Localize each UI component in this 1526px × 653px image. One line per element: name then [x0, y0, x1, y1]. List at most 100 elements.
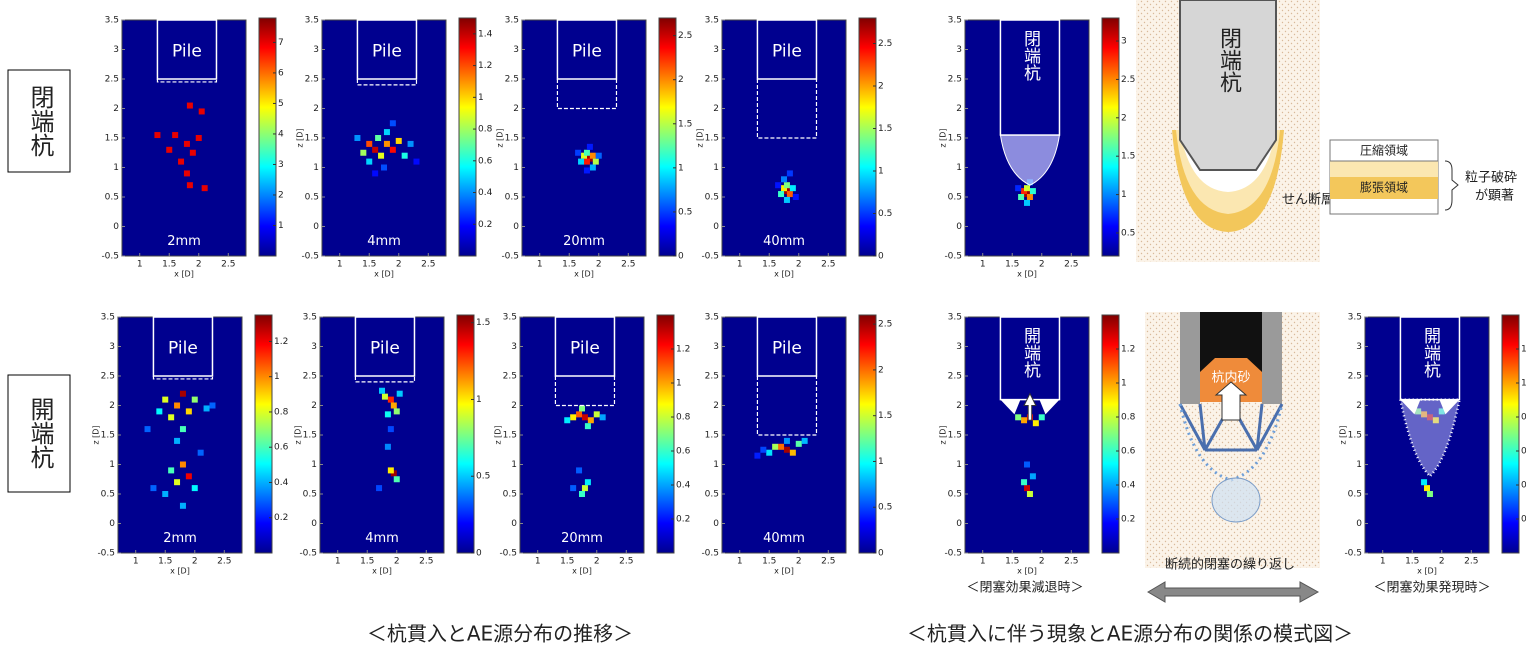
- y-tick-label: 2: [311, 401, 317, 411]
- pile-label: 閉端杭: [1216, 27, 1242, 93]
- ae-cell: [388, 426, 394, 432]
- ae-cell: [378, 153, 384, 159]
- ae-cell: [145, 426, 151, 432]
- y-axis-label: z [D]: [294, 425, 303, 444]
- caption: ＜杭貫入とAE源分布の推移＞: [367, 622, 633, 646]
- colorbar-tick-label: 0.6: [676, 447, 691, 457]
- colorbar-tick-label: 1.5: [1121, 152, 1135, 162]
- colorbar: [657, 315, 674, 553]
- ae-cell: [156, 408, 162, 414]
- ae-cell: [394, 476, 400, 482]
- x-tick-label: 2.5: [221, 260, 235, 270]
- panel: Pile4mm-0.500.511.522.533.511.522.5x [D]…: [296, 16, 493, 279]
- ae-cell: [391, 403, 397, 409]
- ae-cell: [382, 394, 388, 400]
- ae-cell: [184, 141, 190, 147]
- y-axis-label: z [D]: [696, 128, 705, 147]
- y-tick-label: 0: [513, 222, 519, 232]
- ae-cell: [366, 159, 372, 165]
- ae-cell: [587, 144, 593, 150]
- ae-cell: [582, 485, 588, 491]
- colorbar-tick-label: 2: [278, 190, 284, 200]
- x-axis-label: x [D]: [1017, 270, 1037, 279]
- colorbar-tick-label: 0.5: [1121, 228, 1135, 238]
- y-tick-label: 1.5: [105, 134, 119, 144]
- colorbar-tick-label: 0.2: [1121, 515, 1135, 525]
- y-tick-label: 0.5: [948, 490, 962, 500]
- state-label: ＜閉塞効果発現時＞: [1373, 580, 1490, 596]
- row-label: 閉端杭: [26, 85, 54, 157]
- ae-cell: [394, 408, 400, 414]
- y-tick-label: 0: [956, 222, 962, 232]
- ae-cell: [793, 194, 799, 200]
- colorbar-tick-label: 1.2: [1121, 345, 1135, 355]
- y-tick-label: -0.5: [944, 252, 962, 262]
- x-axis-label: x [D]: [572, 567, 592, 576]
- colorbar-tick-label: 1: [476, 395, 482, 405]
- figure: 閉端杭 開端杭 閉端杭 せん断層 圧縮領域 膨張領域 粒子破砕 が顕著 杭内砂 …: [0, 0, 1526, 653]
- ae-cell: [1024, 462, 1030, 468]
- ae-cell: [802, 438, 808, 444]
- x-tick-label: 2.5: [421, 260, 435, 270]
- panel: Pile2mm-0.500.511.522.533.511.522.5x [D]…: [92, 313, 289, 576]
- colorbar-tick-label: 0.6: [274, 443, 289, 453]
- colorbar-tick-label: 2: [1121, 113, 1127, 123]
- ae-cell: [576, 411, 582, 417]
- colorbar-tick-label: 0.2: [478, 220, 492, 230]
- pile-label: Pile: [772, 42, 802, 62]
- y-tick-label: 1.5: [303, 431, 317, 441]
- y-tick-label: 2.5: [105, 75, 119, 85]
- y-tick-label: 3.5: [101, 313, 115, 323]
- y-tick-label: 0: [109, 519, 115, 529]
- ae-cell: [576, 467, 582, 473]
- colorbar-tick-label: 2: [878, 82, 884, 92]
- y-tick-label: 0: [1356, 519, 1362, 529]
- y-tick-label: 1.5: [948, 431, 962, 441]
- colorbar: [459, 18, 476, 256]
- colorbar-tick-label: 1: [1121, 379, 1127, 389]
- ae-cell: [772, 444, 778, 450]
- colorbar-tick-label: 2.5: [1121, 75, 1135, 85]
- ae-cell: [582, 414, 588, 420]
- ae-cell: [787, 191, 793, 197]
- ae-cell: [579, 405, 585, 411]
- x-tick-label: 2.5: [419, 557, 433, 567]
- y-tick-label: 1.5: [705, 134, 719, 144]
- y-tick-label: 0.5: [705, 193, 719, 203]
- y-tick-label: 2: [956, 104, 962, 114]
- panel: 開端杭-0.500.511.522.533.511.522.5x [D]z [D…: [1339, 313, 1526, 576]
- y-tick-label: 2.5: [505, 75, 519, 85]
- colorbar: [859, 315, 876, 553]
- ae-cell: [372, 147, 378, 153]
- ae-cell: [360, 150, 366, 156]
- y-tick-label: 2: [513, 104, 519, 114]
- y-tick-label: 3.5: [948, 313, 962, 323]
- y-tick-label: 0: [313, 222, 319, 232]
- ae-cell: [588, 417, 594, 423]
- ae-cell: [1033, 420, 1039, 426]
- y-tick-label: -0.5: [301, 252, 319, 262]
- ae-cell: [168, 414, 174, 420]
- x-tick-label: 1: [535, 557, 541, 567]
- x-axis-label: x [D]: [774, 270, 794, 279]
- y-axis-label: z [D]: [939, 425, 948, 444]
- ae-cell: [564, 417, 570, 423]
- y-tick-label: 2.5: [948, 372, 962, 382]
- y-tick-label: 0.5: [705, 490, 719, 500]
- colorbar-tick-label: 0.8: [1521, 413, 1526, 423]
- note: が顕著: [1475, 189, 1514, 204]
- x-tick-label: 1: [137, 260, 143, 270]
- x-tick-label: 1: [737, 557, 743, 567]
- y-tick-label: 0.5: [303, 490, 317, 500]
- y-tick-label: 0: [956, 519, 962, 529]
- y-tick-label: 0.5: [505, 193, 519, 203]
- ae-cell: [1030, 473, 1036, 479]
- x-tick-label: 1: [1380, 557, 1386, 567]
- double-arrow: [1148, 582, 1318, 602]
- x-tick-label: 1.5: [1005, 557, 1019, 567]
- colorbar-tick-label: 0: [878, 252, 884, 262]
- y-tick-label: 1.5: [705, 431, 719, 441]
- y-tick-label: 1: [511, 460, 517, 470]
- y-tick-label: -0.5: [501, 252, 519, 262]
